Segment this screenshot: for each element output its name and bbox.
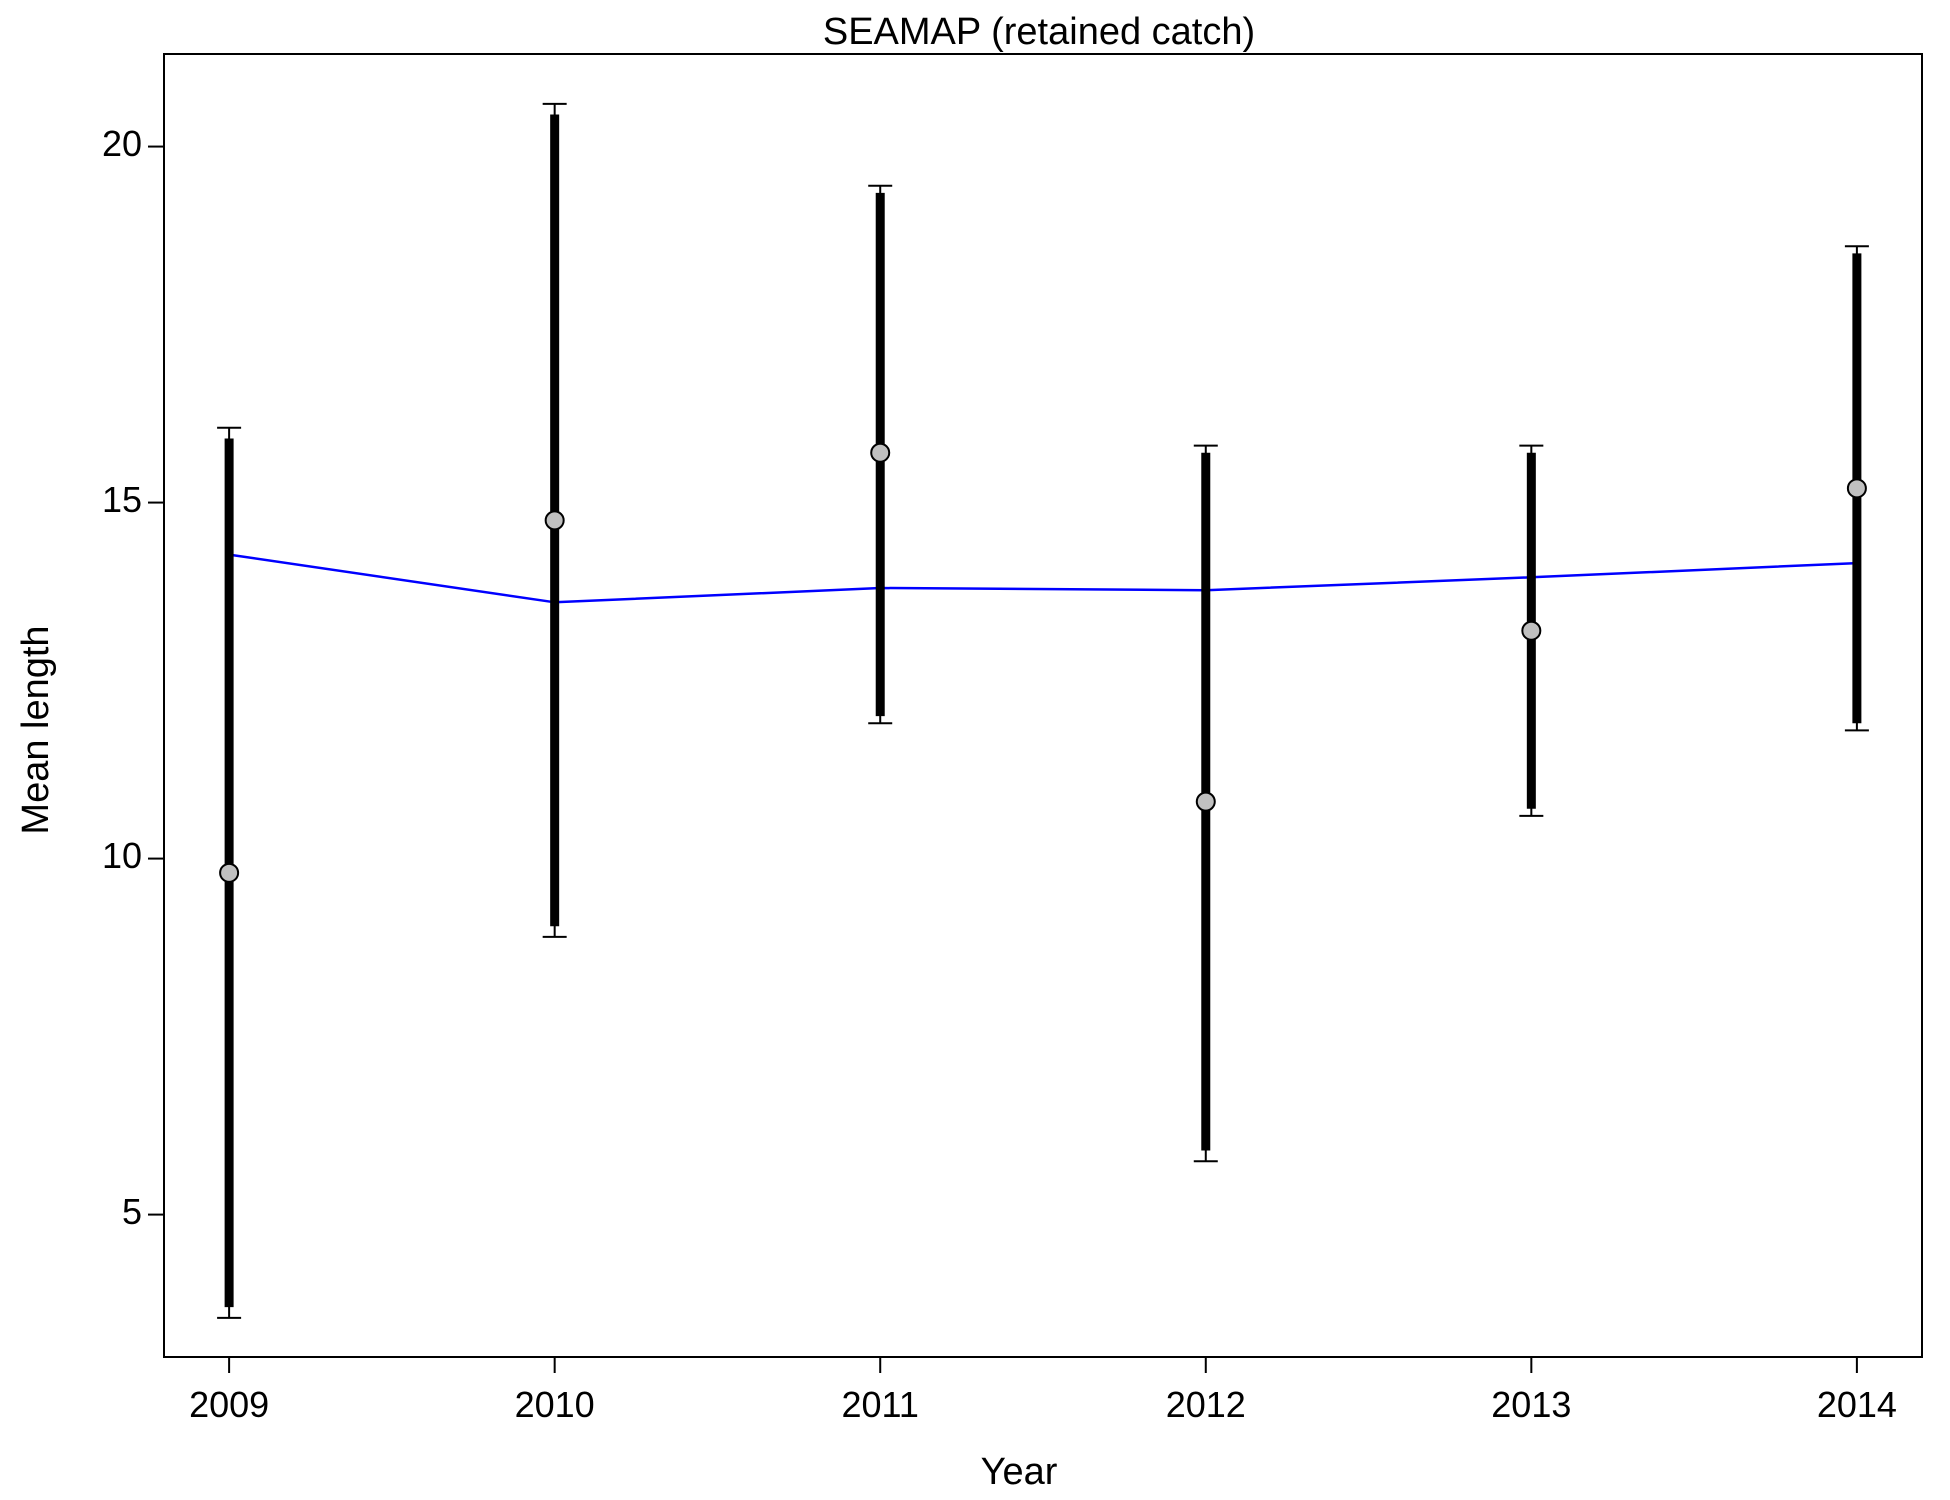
x-tick-label: 2010 xyxy=(515,1384,595,1425)
observed-mean-point xyxy=(1846,478,1867,499)
x-axis-label: Year xyxy=(981,1451,1058,1493)
observed-mean-point xyxy=(870,442,891,463)
observed-points xyxy=(219,442,1867,883)
observed-mean-point xyxy=(1195,791,1216,812)
fitted-line-series xyxy=(228,553,1857,604)
y-axis: 5 10 15 20 xyxy=(102,123,164,1232)
y-tick-label: 10 xyxy=(102,835,142,876)
y-tick-label: 5 xyxy=(122,1191,142,1232)
chart-title: SEAMAP (retained catch) xyxy=(823,11,1255,53)
x-tick-label: 2013 xyxy=(1491,1384,1571,1425)
x-tick-label: 2011 xyxy=(842,1384,919,1425)
y-tick-label: 15 xyxy=(102,479,142,520)
y-axis-label: Mean length xyxy=(15,625,57,834)
y-tick-label: 20 xyxy=(102,123,142,164)
observed-mean-point xyxy=(219,862,240,883)
x-tick-label: 2014 xyxy=(1817,1384,1897,1425)
interval-series xyxy=(217,102,1869,1319)
observed-mean-point xyxy=(1521,620,1542,641)
plot-frame xyxy=(163,53,1923,1358)
x-axis: 2009 2010 2011 2012 2013 2014 xyxy=(189,1357,1897,1425)
x-tick-label: 2009 xyxy=(189,1384,269,1425)
x-tick-label: 2012 xyxy=(1166,1384,1246,1425)
observed-mean-point xyxy=(544,510,565,531)
fitted-line xyxy=(228,553,1857,604)
